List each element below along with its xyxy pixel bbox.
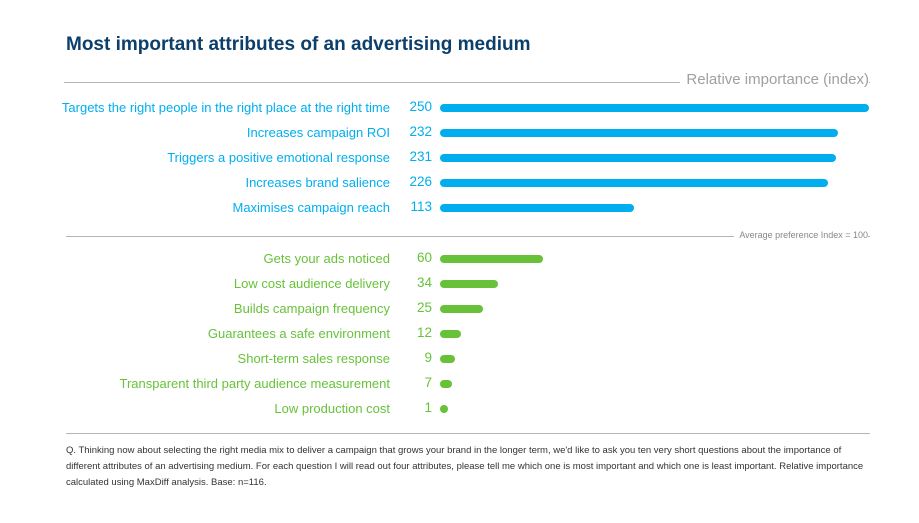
bar-row: Short-term sales response 9 bbox=[0, 349, 919, 369]
bar bbox=[440, 104, 869, 112]
bar-row: Gets your ads noticed 60 bbox=[0, 249, 919, 269]
category-label: Builds campaign frequency bbox=[233, 301, 390, 316]
bar bbox=[440, 405, 448, 413]
category-label: Gets your ads noticed bbox=[263, 251, 390, 266]
category-label: Low cost audience delivery bbox=[233, 276, 390, 291]
bar bbox=[440, 280, 499, 288]
data-label: 34 bbox=[416, 275, 432, 290]
data-label: 7 bbox=[424, 375, 432, 390]
footnote-rule bbox=[66, 433, 870, 434]
category-label: Targets the right people in the right pl… bbox=[61, 100, 390, 115]
chart-title: Most important attributes of an advertis… bbox=[66, 34, 531, 55]
category-label: Increases brand salience bbox=[245, 175, 390, 190]
bar bbox=[440, 129, 839, 137]
bar-row: Maximises campaign reach 113 bbox=[0, 198, 919, 218]
bar bbox=[440, 154, 837, 162]
bar-row: Increases campaign ROI 232 bbox=[0, 123, 919, 143]
category-label: Guarantees a safe environment bbox=[207, 326, 390, 341]
data-label: 25 bbox=[416, 300, 432, 315]
bar bbox=[440, 380, 452, 388]
bar-row: Transparent third party audience measure… bbox=[0, 374, 919, 394]
data-label: 12 bbox=[416, 325, 432, 340]
data-label: 250 bbox=[409, 99, 432, 114]
bar bbox=[440, 255, 543, 263]
data-label: 231 bbox=[409, 149, 432, 164]
bar-row: Low cost audience delivery 34 bbox=[0, 274, 919, 294]
bar-row: Builds campaign frequency 25 bbox=[0, 299, 919, 319]
bar bbox=[440, 330, 461, 338]
x-axis-label: Relative importance (index) bbox=[680, 71, 869, 88]
bar bbox=[440, 355, 456, 363]
bar bbox=[440, 179, 828, 187]
data-label: 60 bbox=[416, 250, 432, 265]
data-label: 1 bbox=[424, 400, 432, 415]
category-label: Low production cost bbox=[274, 401, 390, 416]
category-label: Increases campaign ROI bbox=[246, 125, 390, 140]
category-label: Triggers a positive emotional response bbox=[167, 150, 390, 165]
bar bbox=[440, 204, 634, 212]
bar-row: Increases brand salience 226 bbox=[0, 173, 919, 193]
category-label: Short-term sales response bbox=[237, 351, 390, 366]
footnote: Q. Thinking now about selecting the righ… bbox=[66, 445, 864, 488]
bar-row: Targets the right people in the right pl… bbox=[0, 98, 919, 118]
data-label: 113 bbox=[410, 199, 432, 214]
bar-row: Low production cost 1 bbox=[0, 399, 919, 419]
category-label: Transparent third party audience measure… bbox=[119, 376, 391, 391]
data-label: 9 bbox=[424, 350, 432, 365]
category-label: Maximises campaign reach bbox=[232, 200, 390, 215]
data-label: 232 bbox=[409, 124, 432, 139]
bar-row: Triggers a positive emotional response 23… bbox=[0, 148, 919, 168]
bar-row: Guarantees a safe environment 12 bbox=[0, 324, 919, 344]
average-reference-line bbox=[66, 236, 870, 237]
data-label: 226 bbox=[409, 174, 432, 189]
bar bbox=[440, 305, 483, 313]
average-reference-label: Average preference Index = 100 bbox=[734, 230, 868, 240]
top-rule bbox=[64, 82, 870, 83]
